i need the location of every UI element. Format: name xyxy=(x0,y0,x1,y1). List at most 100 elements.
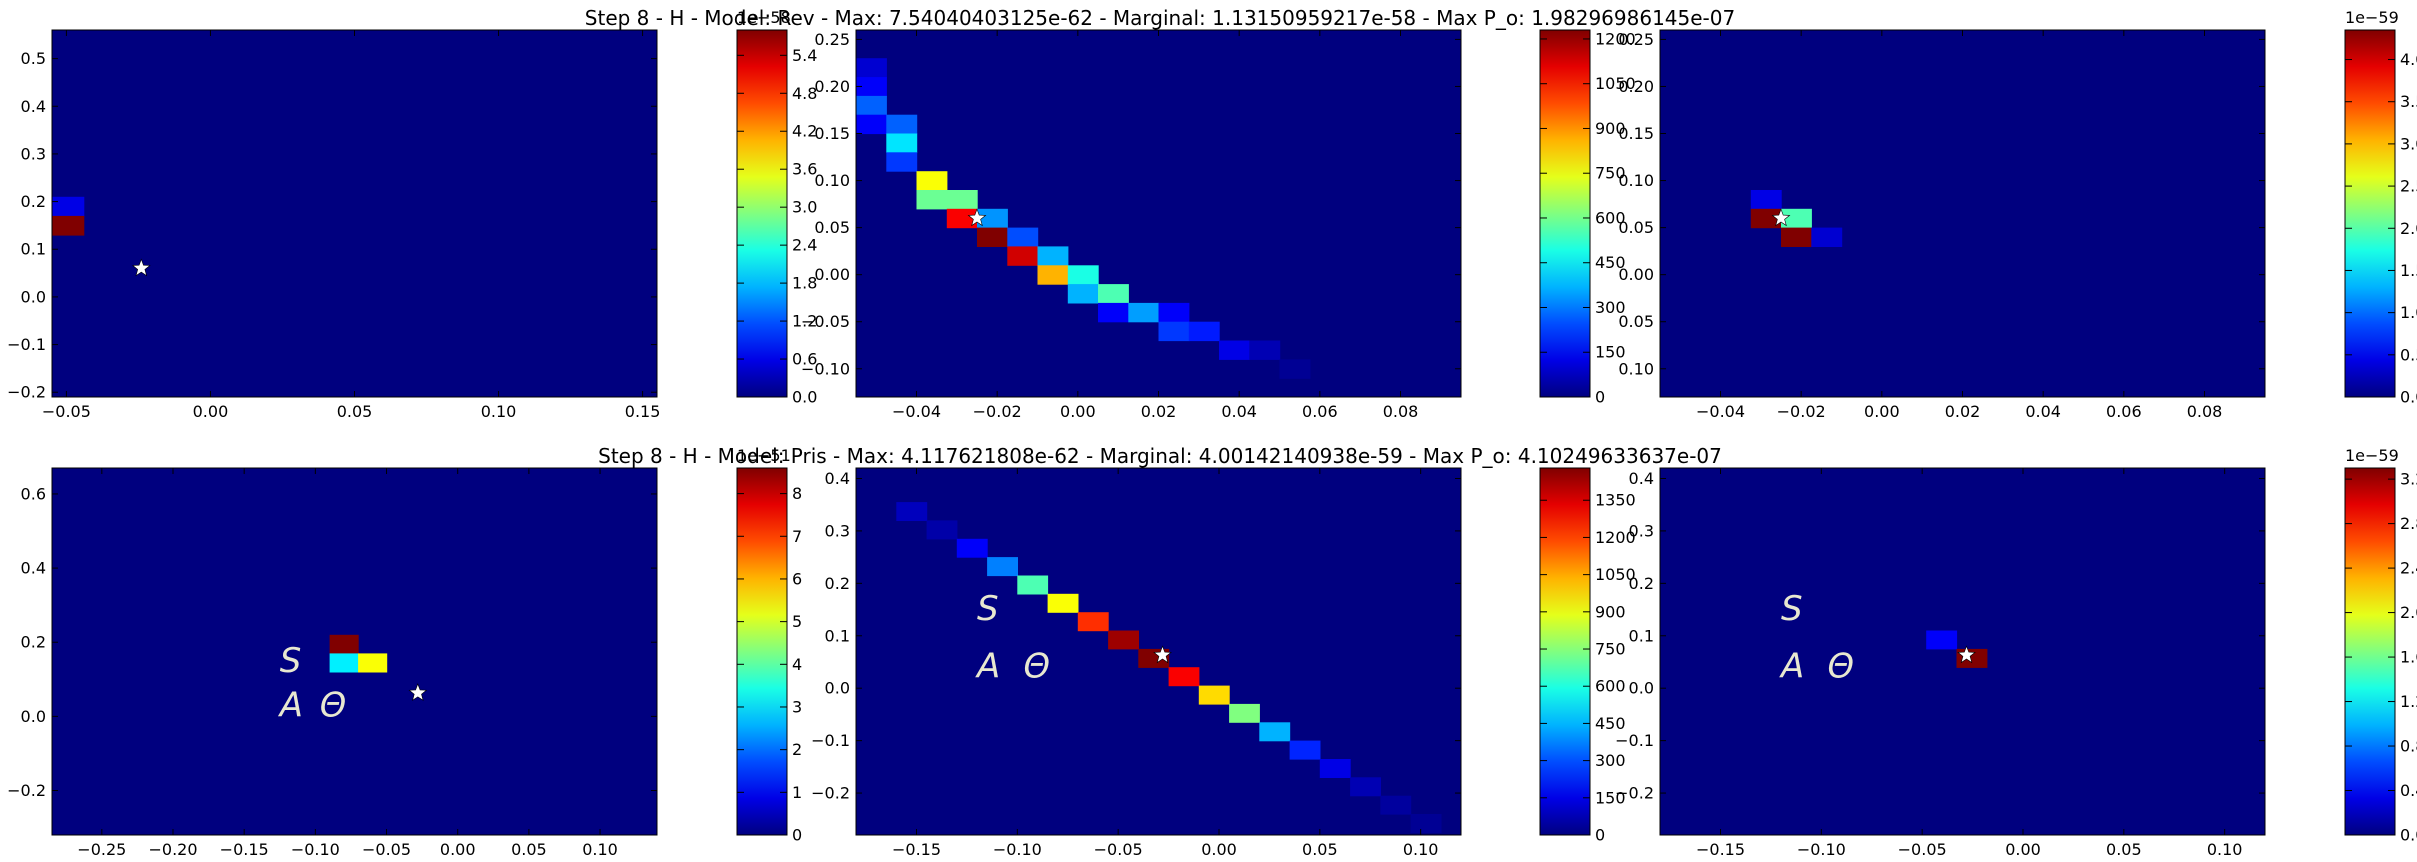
r1-p1-colorbar-offset-text: 1e−58 xyxy=(737,8,791,27)
r2-p2-xtick-label: 0.05 xyxy=(1302,840,1338,859)
r2-p3-colorbar-tick-label: 2.8 xyxy=(2400,514,2417,533)
r2-p2-ytick-label: 0.0 xyxy=(825,679,850,698)
r2-p1-axes-frame xyxy=(51,467,658,836)
r1-p2-ytick-label: 0.10 xyxy=(814,171,850,190)
r1-p3-heatmap-cell-2 xyxy=(1781,208,1812,229)
r1-p3-xtick-label: 0.04 xyxy=(2025,402,2061,421)
r1-p3-plot-background xyxy=(1660,30,2265,397)
r2-p2-heatmap-cell-2 xyxy=(956,538,988,558)
r1-p3-colorbar-gradient xyxy=(2344,29,2396,398)
r1-p2-ytick-label: 0.20 xyxy=(814,77,850,96)
r2-p3-colorbar-tick-label: 0.4 xyxy=(2400,781,2417,800)
r2-p2-heatmap-cell-9 xyxy=(1168,667,1200,687)
r2-p2-heatmap-cell-11 xyxy=(1229,703,1260,723)
r2-p2-colorbar-tick-label: 150 xyxy=(1595,788,1626,807)
r1-p1-ytick-label: −0.1 xyxy=(7,335,46,354)
r1-p3-ytick-label: 0.25 xyxy=(1618,30,1654,49)
r1-p2-heatmap-cell-20 xyxy=(1098,302,1129,323)
r1-p2-true-value-star xyxy=(967,208,987,227)
r2-p2-heatmap-cell-10 xyxy=(1198,685,1230,705)
r2-p3-overlay-text-2: Θ xyxy=(1827,647,1854,687)
r1-p3-colorbar-tick-label: 3.5 xyxy=(2400,92,2417,111)
r1-p2-colorbar-tick-label: 150 xyxy=(1595,343,1626,362)
r1-p3-panel: −0.04 −0.02 0.00 0.02 0.04 0.06 0.08 0.10 0.05 0.… xyxy=(1618,29,2266,421)
r1-p2-colorbar-tick-label: 900 xyxy=(1595,119,1626,138)
r2-p3-xtick-label: 0.10 xyxy=(2207,840,2243,859)
r2-p2-heatmap-cell-15 xyxy=(1350,777,1381,797)
r1-p2-panel: −0.04 −0.02 0.00 0.02 0.04 0.06 0.08 −0.10 −0.05… xyxy=(801,29,1462,421)
r2-p2-ytick-label: 0.2 xyxy=(825,574,850,593)
r2-p3-colorbar-tick-label: 1.6 xyxy=(2400,648,2417,667)
r2-p1-xtick-label: 0.10 xyxy=(582,840,618,859)
r1-p3-xtick-label: 0.06 xyxy=(2106,402,2142,421)
r2-p1-colorbar: 0 1 2 3 4 5 6 7 81e−51 xyxy=(736,446,802,845)
r1-p1-colorbar-gradient xyxy=(736,29,788,398)
r2-p1-ytick-label: 0.0 xyxy=(21,707,46,726)
r1-p3-xtick-label: 0.08 xyxy=(2187,402,2223,421)
r2-p2-xtick-label: −0.05 xyxy=(1094,840,1143,859)
r2-p3-overlay-text-0: S xyxy=(1781,589,1803,629)
r2-p3-ytick-label: 0.1 xyxy=(1629,626,1654,645)
r2-p1-xtick-label: −0.15 xyxy=(220,840,269,859)
r1-p3-heatmap-cell-4 xyxy=(1811,227,1843,247)
r1-p2-heatmap-cell-16 xyxy=(1037,265,1069,285)
r1-p2-heatmap-cell-9 xyxy=(946,190,978,210)
r2-p2-colorbar-tick-label: 1050 xyxy=(1595,565,1636,584)
r1-p1-xtick-label: 0.10 xyxy=(481,402,517,421)
r1-p2-colorbar: 0 150 300 450 600 750 900 1050 1200 xyxy=(1539,29,1636,407)
r1-p1-colorbar-tick-label: 0.0 xyxy=(792,388,817,407)
r2-p3-heatmap-cell-0 xyxy=(1926,630,1958,650)
r2-p2-colorbar-tick-label: 750 xyxy=(1595,640,1626,659)
r2-p2-xtick-label: 0.00 xyxy=(1201,840,1237,859)
r1-p1-xtick-label: 0.15 xyxy=(625,402,661,421)
r1-p1-ytick-label: 0.0 xyxy=(21,287,46,306)
r2-p3-overlay-text-1: A xyxy=(1779,647,1804,687)
r2-p2-true-value-star xyxy=(1153,645,1172,664)
r1-p2-heatmap-cell-5 xyxy=(886,133,918,153)
r2-p3-xtick-label: −0.05 xyxy=(1898,840,1947,859)
r2-p1-ytick-label: 0.4 xyxy=(21,559,46,578)
r1-p2-colorbar-tick-label: 450 xyxy=(1595,253,1626,272)
r1-p3-colorbar-tick-label: 4.0 xyxy=(2400,50,2417,69)
r2-p2-overlay-text-1: A xyxy=(975,647,1000,687)
r2-p3-ytick-label: 0.3 xyxy=(1629,521,1654,540)
r2-p3-heatmap-cell-1 xyxy=(1956,648,1988,668)
row-2-title: Step 8 - H - Model: Pris - Max: 4.117621… xyxy=(598,444,1722,468)
r2-p1-colorbar-tick-label: 7 xyxy=(792,527,802,546)
r1-p2-heatmap-cell-22 xyxy=(1158,302,1190,323)
r2-p2-overlay-text-2: Θ xyxy=(1023,647,1050,687)
r2-p2-heatmap-cell-13 xyxy=(1289,740,1321,760)
r1-p1-xtick-label: 0.00 xyxy=(193,402,229,421)
r2-p1-colorbar-tick-label: 1 xyxy=(792,783,802,802)
r2-p2-xtick-label: 0.10 xyxy=(1403,840,1439,859)
r1-p2-xtick-label: 0.06 xyxy=(1302,402,1338,421)
r1-p2-colorbar-tick-label: 300 xyxy=(1595,298,1626,317)
r1-p3-colorbar-tick-label: 0.5 xyxy=(2400,345,2417,364)
r1-p1-colorbar-tick-label: 4.8 xyxy=(792,84,817,103)
r1-p2-heatmap-cell-1 xyxy=(856,77,887,97)
row-1-title: Step 8 - H - Model: Rev - Max: 7.5404040… xyxy=(585,6,1735,30)
r1-p2-ytick-label: 0.15 xyxy=(814,124,850,143)
r1-p3-heatmap-cell-0 xyxy=(1750,190,1782,210)
r2-p2-ytick-label: −0.1 xyxy=(811,731,850,750)
r2-p2-colorbar-tick-label: 1350 xyxy=(1595,491,1636,510)
r1-p3-xtick-label: 0.02 xyxy=(1945,402,1981,421)
r1-p2-heatmap-cell-3 xyxy=(856,114,887,135)
r2-p1-true-value-star xyxy=(408,683,428,701)
r2-p1-ytick-label: −0.2 xyxy=(7,781,46,800)
r2-p1-colorbar-tick-label: 2 xyxy=(792,740,802,759)
r2-p2-ytick-label: 0.3 xyxy=(825,521,850,540)
r1-p1-colorbar-tick-label: 2.4 xyxy=(792,236,817,255)
r1-p2-ytick-label: 0.05 xyxy=(814,218,850,237)
r1-p3-xtick-label: −0.04 xyxy=(1696,402,1745,421)
r2-p1-ytick-label: 0.6 xyxy=(21,484,46,503)
r2-p3-colorbar-tick-label: 0.8 xyxy=(2400,737,2417,756)
r1-p3-ytick-label: 0.20 xyxy=(1618,77,1654,96)
r2-p3-ytick-label: 0.4 xyxy=(1629,469,1654,488)
r1-p2-colorbar-tick-label: 750 xyxy=(1595,164,1626,183)
r1-p3-ytick-label: 0.15 xyxy=(1618,124,1654,143)
r1-p3-heatmap-cell-3 xyxy=(1781,227,1812,247)
r2-p2-overlay-text-0: S xyxy=(977,589,999,629)
r1-p2-heatmap-cell-24 xyxy=(1188,321,1220,342)
